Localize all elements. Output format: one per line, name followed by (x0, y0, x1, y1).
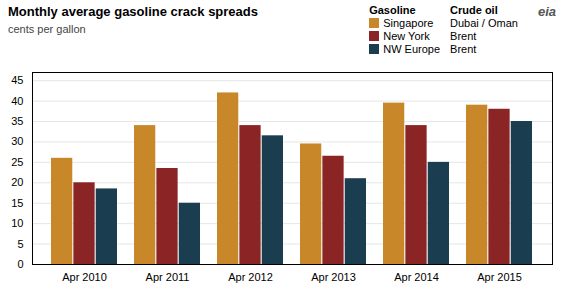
svg-text:Apr 2010: Apr 2010 (62, 271, 107, 283)
html-text:cents per gallon: cents per gallon (8, 23, 86, 35)
html-text:Dubai / Oman: Dubai / Oman (450, 17, 518, 29)
html-text:eia: eia (537, 4, 556, 19)
html-text:Brent: Brent (450, 43, 477, 55)
svg-text:10: 10 (11, 217, 23, 229)
html-text:NW Europe: NW Europe (383, 43, 440, 55)
svg-text:0: 0 (17, 258, 23, 270)
svg-text:40: 40 (11, 95, 23, 107)
svg-text:35: 35 (11, 115, 23, 127)
svg-text:45: 45 (11, 74, 23, 86)
html-text:Gasoline: Gasoline (369, 4, 416, 16)
svg-text:30: 30 (11, 135, 23, 147)
svg-text:20: 20 (11, 176, 23, 188)
html-text:New York: New York (383, 30, 430, 42)
svg-text:Apr 2013: Apr 2013 (311, 271, 356, 283)
svg-text:Apr 2015: Apr 2015 (477, 271, 522, 283)
svg-text:Apr 2011: Apr 2011 (146, 271, 190, 283)
html-text:Crude oil: Crude oil (450, 4, 498, 16)
html-text:Monthly average gasoline crack: Monthly average gasoline crack spreads (8, 4, 258, 19)
html-text:Brent: Brent (450, 30, 477, 42)
svg-text:Apr 2014: Apr 2014 (394, 271, 439, 283)
svg-text:15: 15 (11, 197, 23, 209)
svg-text:5: 5 (17, 238, 23, 250)
html-text:Singapore: Singapore (383, 17, 434, 29)
svg-text:25: 25 (11, 156, 23, 168)
svg-text:Apr 2012: Apr 2012 (228, 271, 273, 283)
